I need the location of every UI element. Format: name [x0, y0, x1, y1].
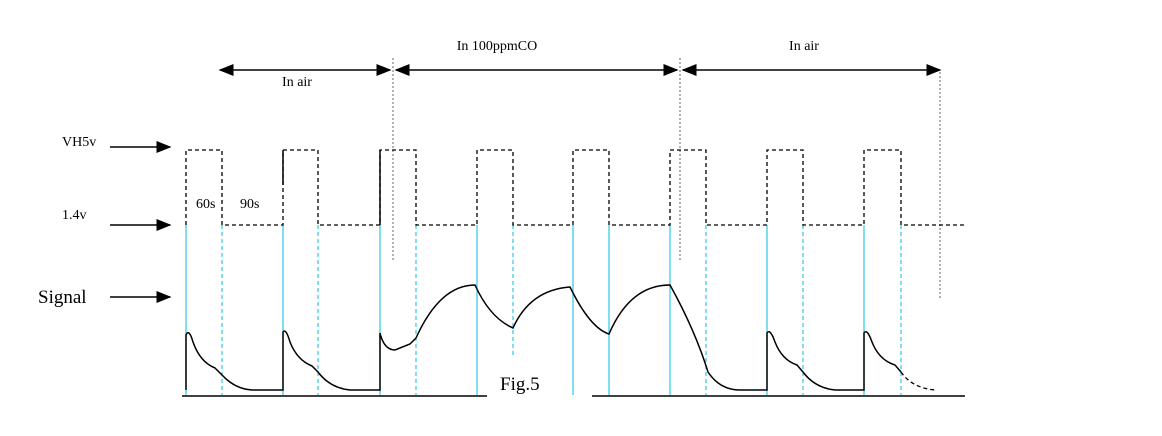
phase-label: In air: [789, 39, 819, 54]
caption: Fig.5: [500, 374, 540, 395]
phase-dividers: [392, 58, 941, 300]
level-label: 1.4v: [62, 208, 87, 223]
phase-label: In air: [282, 75, 312, 90]
heater-waveform: [185, 149, 965, 226]
edge-guides: [185, 225, 902, 395]
level-label: VH5v: [62, 135, 96, 150]
signal-tail: [900, 371, 936, 391]
duration-label: 60s: [196, 197, 215, 212]
level-label: Signal: [38, 287, 87, 308]
duration-label: 90s: [240, 197, 259, 212]
phase-label: In 100ppmCO: [457, 39, 538, 54]
signal-curve: [185, 284, 902, 391]
